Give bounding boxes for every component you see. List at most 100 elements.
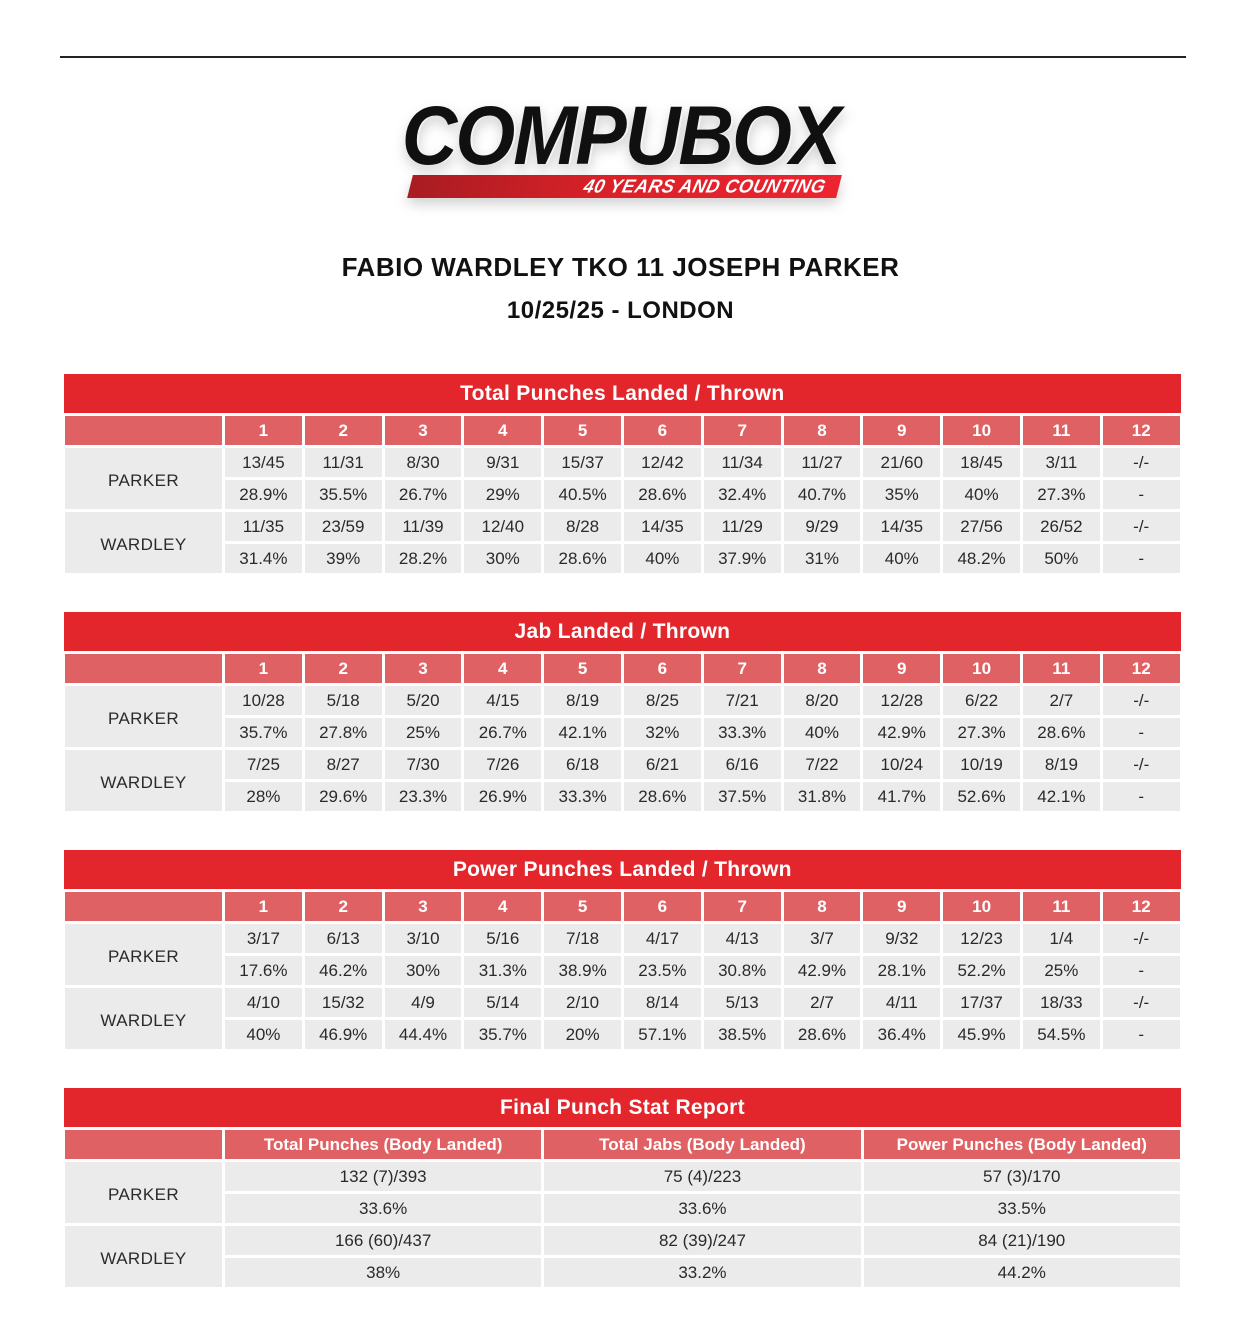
pct-cell: 31.4% xyxy=(222,541,305,576)
stat-cell: 13/45 xyxy=(222,445,305,480)
stat-cell: 1/4 xyxy=(1019,921,1103,956)
stat-cell: 10/28 xyxy=(222,683,305,718)
stat-cell: 12/42 xyxy=(620,445,704,480)
stat-cell: 5/14 xyxy=(461,985,545,1020)
fighter-name: PARKER xyxy=(62,445,225,512)
stat-cell: 3/10 xyxy=(381,921,465,956)
pct-cell: 33.6% xyxy=(541,1191,864,1226)
stat-cell: 11/29 xyxy=(700,509,784,544)
pct-cell: 23.5% xyxy=(620,953,704,988)
pct-cell: 35% xyxy=(860,477,944,512)
compubox-logo-tagline: 40 YEARS AND COUNTING xyxy=(581,175,828,197)
stat-cell: 82 (39)/247 xyxy=(541,1223,864,1258)
pct-cell: 31.8% xyxy=(780,779,864,814)
final-table-host: Final Punch Stat Report Total Punches (Bo… xyxy=(62,1088,1183,1290)
stat-cell: 7/25 xyxy=(222,747,305,782)
stat-cell: 4/10 xyxy=(222,985,305,1020)
stat-cell: 3/17 xyxy=(222,921,305,956)
pct-cell: 28.6% xyxy=(541,541,624,576)
stat-cell: 5/20 xyxy=(381,683,465,718)
stat-cell: 6/18 xyxy=(541,747,624,782)
stat-cell: -/- xyxy=(1099,509,1183,544)
column-header: 2 xyxy=(301,651,385,686)
pct-cell: 25% xyxy=(1019,953,1103,988)
column-header: 4 xyxy=(461,889,545,924)
pct-cell: 39% xyxy=(301,541,385,576)
pct-cell: 38% xyxy=(221,1255,545,1290)
pct-cell: 26.9% xyxy=(461,779,545,814)
stat-cell: 8/27 xyxy=(301,747,385,782)
column-header: 2 xyxy=(301,889,385,924)
pct-cell: 40% xyxy=(780,715,864,750)
pct-cell: 32% xyxy=(620,715,704,750)
stat-table: Total Punches Landed / Thrown 1 2 3 4 5 6 7 8 9 10… xyxy=(62,374,1183,576)
table-title: Power Punches Landed / Thrown xyxy=(63,850,1182,891)
pct-cell: 48.2% xyxy=(940,541,1023,576)
pct-cell: 54.5% xyxy=(1019,1017,1103,1052)
column-header: 12 xyxy=(1099,651,1183,686)
pct-cell: 28.1% xyxy=(860,953,944,988)
pct-cell: 28.6% xyxy=(780,1017,864,1052)
column-header-blank xyxy=(62,889,225,924)
pct-cell: 40% xyxy=(860,541,944,576)
pct-cell: 33.3% xyxy=(541,779,624,814)
pct-cell: 28.2% xyxy=(381,541,465,576)
pct-cell: 30% xyxy=(381,953,465,988)
pct-cell: 38.9% xyxy=(541,953,624,988)
stat-cell: 8/30 xyxy=(381,445,465,480)
column-header: 3 xyxy=(381,889,465,924)
stat-cell: 11/31 xyxy=(301,445,385,480)
stat-cell: 7/30 xyxy=(381,747,465,782)
stat-cell: -/- xyxy=(1099,683,1183,718)
pct-cell: 27.3% xyxy=(1019,477,1103,512)
column-header: 11 xyxy=(1019,413,1103,448)
stat-cell: 14/35 xyxy=(620,509,704,544)
column-header: 10 xyxy=(940,889,1023,924)
column-header: Total Punches (Body Landed) xyxy=(221,1127,545,1162)
pct-cell: 31% xyxy=(780,541,864,576)
column-header-blank xyxy=(62,413,225,448)
stat-cell: 4/13 xyxy=(700,921,784,956)
stat-cell: 9/29 xyxy=(780,509,864,544)
stat-cell: 2/7 xyxy=(1019,683,1103,718)
pct-cell: 35.7% xyxy=(222,715,305,750)
stat-cell: 7/18 xyxy=(541,921,624,956)
stat-cell: 57 (3)/170 xyxy=(860,1159,1183,1194)
stat-cell: 12/23 xyxy=(940,921,1023,956)
stat-cell: 5/16 xyxy=(461,921,545,956)
stat-table: Jab Landed / Thrown 1 2 3 4 5 6 7 8 9 10 11 12 PARKER… xyxy=(62,612,1183,814)
stat-tables-container: Total Punches Landed / Thrown 1 2 3 4 5 6 7 8 9 10… xyxy=(62,374,1183,1317)
stat-cell: 3/7 xyxy=(780,921,864,956)
stat-cell: 17/37 xyxy=(940,985,1023,1020)
pct-cell: 40.7% xyxy=(780,477,864,512)
column-header: 1 xyxy=(222,889,305,924)
table-title: Jab Landed / Thrown xyxy=(63,612,1182,653)
stat-cell: -/- xyxy=(1099,747,1183,782)
pct-cell: 40.5% xyxy=(541,477,624,512)
pct-cell: 33.3% xyxy=(700,715,784,750)
pct-cell: - xyxy=(1099,1017,1183,1052)
pct-cell: 40% xyxy=(940,477,1023,512)
pct-cell: 40% xyxy=(222,1017,305,1052)
column-header-blank xyxy=(62,1127,225,1162)
column-header: 7 xyxy=(700,413,784,448)
stat-cell: 11/27 xyxy=(780,445,864,480)
pct-cell: - xyxy=(1099,477,1183,512)
pct-cell: 28.6% xyxy=(620,477,704,512)
column-header: 10 xyxy=(940,651,1023,686)
column-header: 8 xyxy=(780,889,864,924)
pct-cell: 50% xyxy=(1019,541,1103,576)
pct-cell: 30% xyxy=(461,541,545,576)
stat-cell: 6/21 xyxy=(620,747,704,782)
pct-cell: 41.7% xyxy=(860,779,944,814)
stat-cell: 4/15 xyxy=(461,683,545,718)
pct-cell: 52.2% xyxy=(940,953,1023,988)
column-header: 11 xyxy=(1019,651,1103,686)
column-header: Total Jabs (Body Landed) xyxy=(541,1127,864,1162)
stat-cell: 8/25 xyxy=(620,683,704,718)
stat-cell: 166 (60)/437 xyxy=(221,1223,545,1258)
stat-cell: 18/33 xyxy=(1019,985,1103,1020)
pct-cell: 29.6% xyxy=(301,779,385,814)
column-header: 1 xyxy=(222,413,305,448)
